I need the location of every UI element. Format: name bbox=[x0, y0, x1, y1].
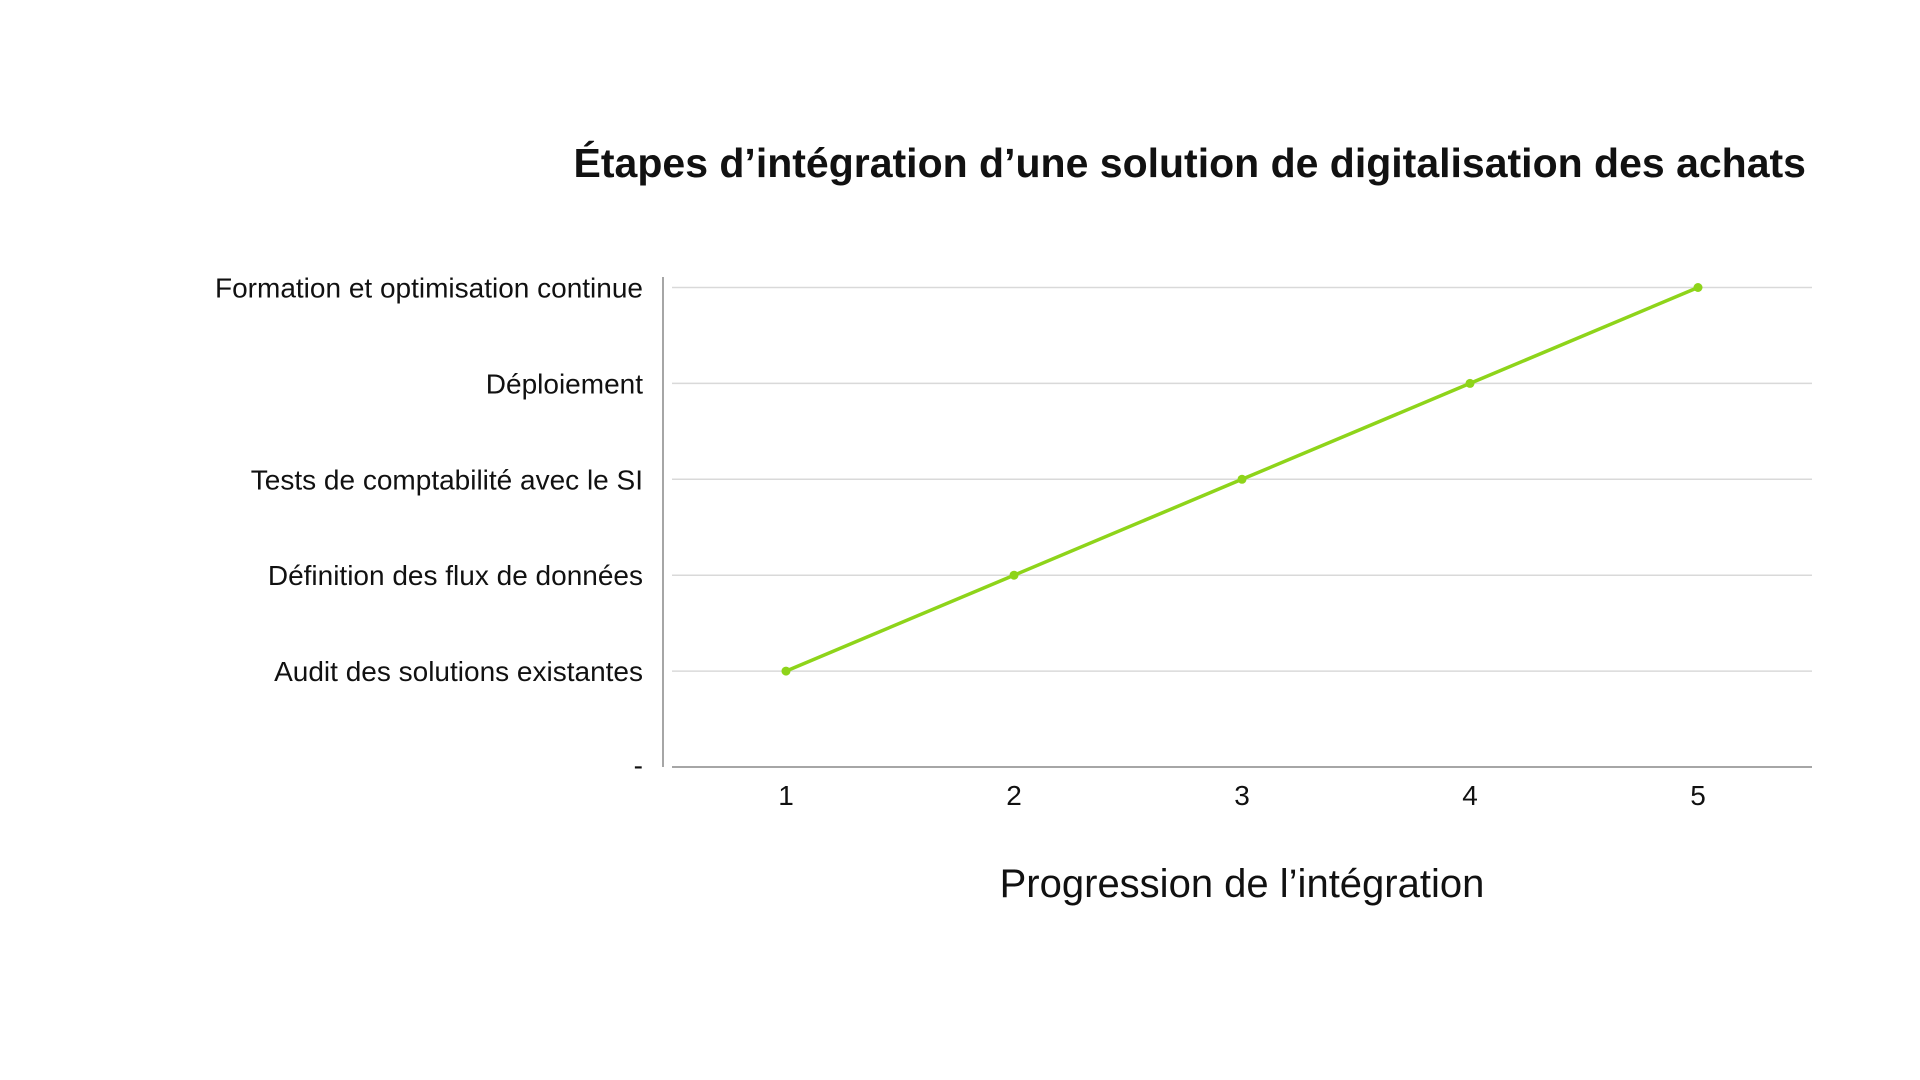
y-tick-label: Formation et optimisation continue bbox=[215, 273, 643, 304]
x-tick-label: 4 bbox=[1462, 780, 1478, 811]
data-point bbox=[1009, 570, 1019, 580]
x-tick-label: 1 bbox=[778, 780, 794, 811]
y-tick-label: - bbox=[634, 750, 643, 781]
y-tick-label: Définition des flux de données bbox=[268, 560, 643, 591]
y-tick-label: Tests de comptabilité avec le SI bbox=[251, 464, 643, 495]
data-point bbox=[1693, 283, 1703, 292]
x-axis-label: Progression de l’intégration bbox=[999, 862, 1485, 906]
y-tick-label: Audit des solutions existantes bbox=[274, 656, 643, 687]
chart-title: Étapes d’intégration d’une solution de d… bbox=[573, 140, 1806, 186]
x-tick-label: 2 bbox=[1006, 780, 1022, 811]
y-tick-label: Déploiement bbox=[486, 368, 643, 399]
x-tick-label: 3 bbox=[1234, 780, 1250, 811]
data-point bbox=[1465, 378, 1475, 388]
data-point bbox=[781, 666, 791, 676]
x-tick-label: 5 bbox=[1690, 780, 1706, 811]
data-point bbox=[1237, 474, 1247, 484]
